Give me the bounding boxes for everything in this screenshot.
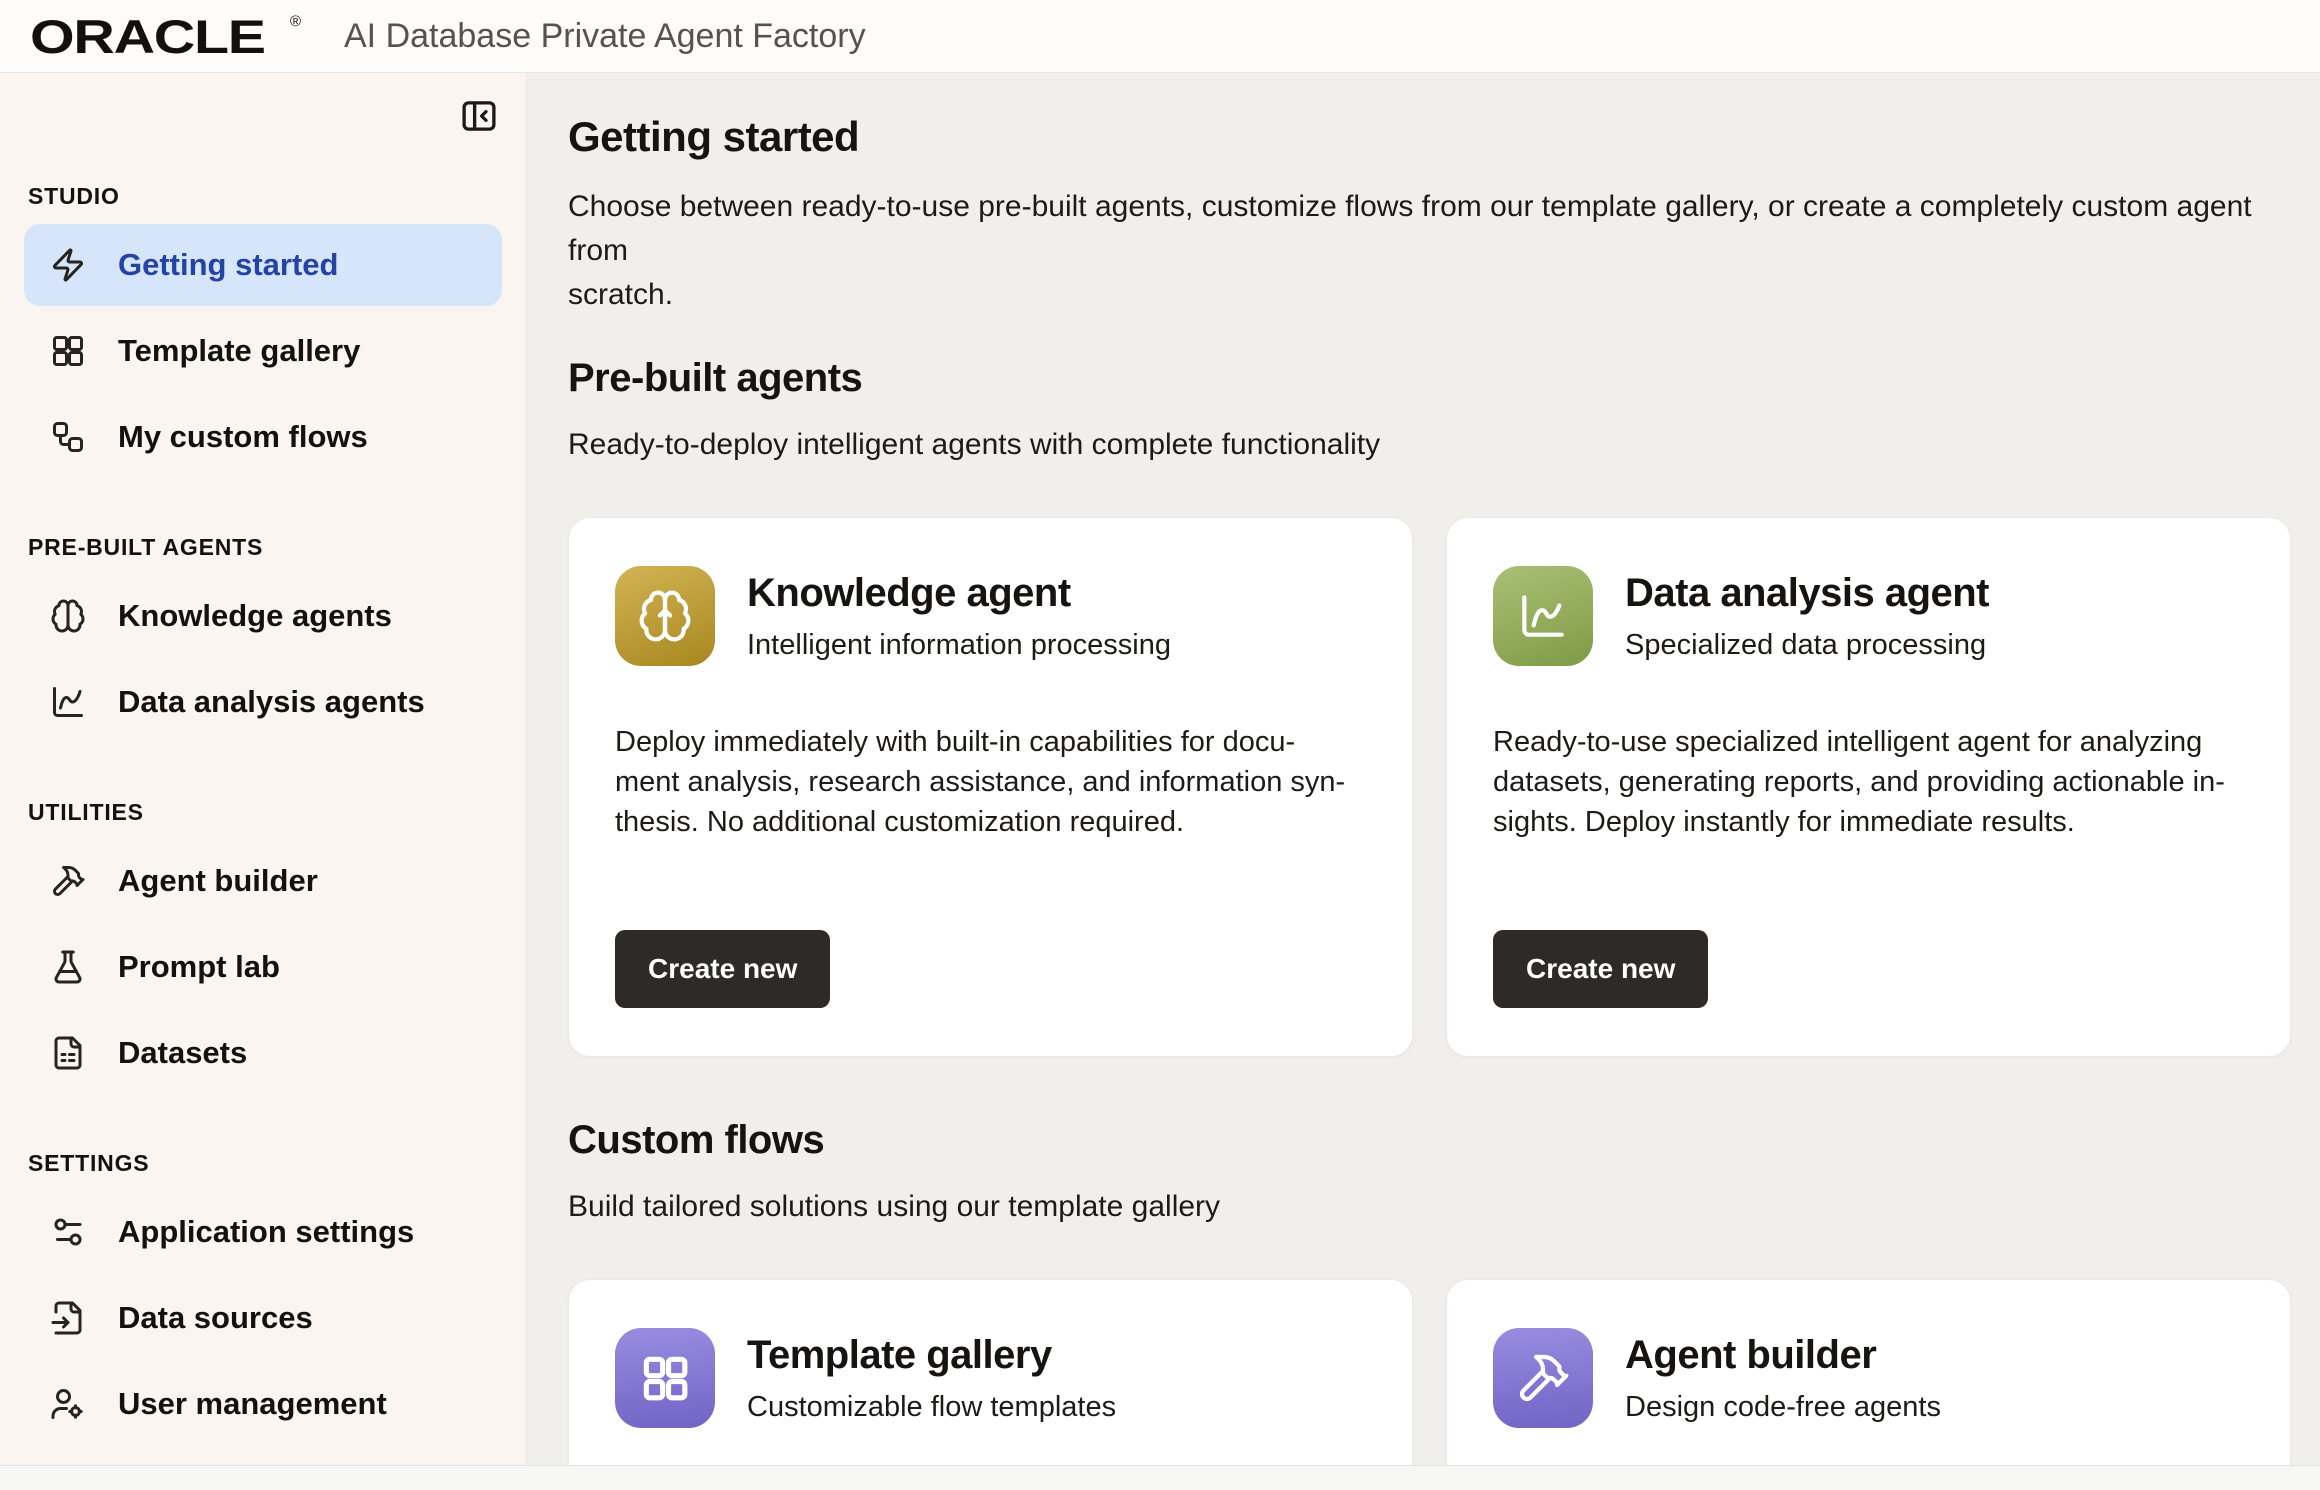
card-subtitle: Customizable flow templates — [747, 1390, 1117, 1423]
sidebar: STUDIO Getting started Template gallery — [0, 73, 527, 1465]
card-title: Knowledge agent — [747, 570, 1071, 615]
sidebar-nav: STUDIO Getting started Template gallery — [0, 182, 526, 1445]
grid-icon — [615, 1328, 715, 1428]
card-header-text: Agent builder Design code-free agents — [1625, 1333, 1941, 1424]
sidebar-item-getting-started[interactable]: Getting started — [24, 224, 502, 306]
main-content: Getting started Choose between ready-to-… — [527, 73, 2320, 1465]
sidebar-item-label: Template gallery — [118, 333, 361, 368]
section-heading-custom-flows: Custom flows — [568, 1118, 825, 1162]
card-header: Knowledge agent Intelligent information … — [615, 566, 1366, 666]
sidebar-item-template-gallery[interactable]: Template gallery — [24, 310, 502, 392]
custom-flows-card-row: Template gallery Customizable flow templ… — [568, 1279, 2291, 1465]
app-header: ORACLE ® AI Database Private Agent Facto… — [0, 0, 2320, 73]
registered-trademark-mark: ® — [290, 13, 302, 30]
chart-spline-icon — [50, 684, 86, 720]
hammer-icon — [50, 863, 86, 899]
brain-icon — [50, 598, 86, 634]
card-knowledge-agent: Knowledge agent Intelligent information … — [568, 517, 1413, 1057]
sidebar-item-label: Agent builder — [118, 863, 318, 898]
sidebar-item-label: Knowledge agents — [118, 598, 392, 633]
zap-icon — [50, 247, 86, 283]
file-input-icon — [50, 1300, 86, 1336]
sidebar-item-label: Data analysis agents — [118, 684, 425, 719]
panel-left-close-icon — [462, 101, 496, 131]
card-agent-builder: Agent builder Design code-free agents En… — [1446, 1279, 2291, 1465]
workflow-icon — [50, 419, 86, 455]
card-template-gallery: Template gallery Customizable flow templ… — [568, 1279, 1413, 1465]
oracle-logo: ORACLE ® — [30, 11, 332, 61]
page-description: Choose between ready-to-use pre-built ag… — [568, 190, 2252, 311]
card-description: Ready-to-use specialized intelligent age… — [1493, 726, 2225, 838]
app-title: AI Database Private Agent Factory — [344, 16, 866, 55]
user-cog-icon — [50, 1386, 86, 1422]
sidebar-section-label-pre-built-agents: PRE-BUILT AGENTS — [28, 534, 264, 560]
card-header: Data analysis agent Specialized data pro… — [1493, 566, 2244, 666]
create-new-button[interactable]: Create new — [1493, 930, 1709, 1008]
sidebar-item-knowledge-agents[interactable]: Knowledge agents — [24, 575, 502, 657]
sidebar-item-label: Datasets — [118, 1035, 248, 1070]
sidebar-item-agent-builder[interactable]: Agent builder — [24, 840, 502, 922]
sidebar-collapse-row — [0, 73, 526, 139]
body-row: STUDIO Getting started Template gallery — [0, 73, 2320, 1465]
card-data-analysis-agent: Data analysis agent Specialized data pro… — [1446, 517, 2291, 1057]
sidebar-item-data-analysis-agents[interactable]: Data analysis agents — [24, 661, 502, 743]
card-title: Template gallery — [747, 1332, 1052, 1377]
oracle-logo-text: ORACLE — [30, 9, 266, 63]
sidebar-item-label: User management — [118, 1386, 387, 1421]
create-new-button[interactable]: Create new — [615, 930, 831, 1008]
card-header: Template gallery Customizable flow templ… — [615, 1328, 1366, 1428]
sidebar-item-datasets[interactable]: Datasets — [24, 1012, 502, 1094]
section-subheading-pre-built-agents: Ready-to-deploy intelligent agents with … — [568, 428, 1381, 461]
section-subheading-custom-flows: Build tailored solutions using our templ… — [568, 1190, 1221, 1223]
card-header-text: Data analysis agent Specialized data pro… — [1625, 570, 1990, 662]
sidebar-section-label-settings: SETTINGS — [28, 1150, 150, 1176]
sidebar-item-label: My custom flows — [118, 419, 368, 454]
sidebar-item-label: Prompt lab — [118, 949, 280, 984]
card-description: Deploy immediately with built-in capabil… — [615, 726, 1346, 838]
card-title: Agent builder — [1625, 1332, 1877, 1377]
card-header: Agent builder Design code-free agents — [1493, 1328, 2244, 1428]
sidebar-section-label-studio: STUDIO — [28, 183, 120, 209]
section-heading-pre-built-agents: Pre-built agents — [568, 356, 863, 400]
settings-sliders-icon — [50, 1214, 86, 1250]
sidebar-item-user-management[interactable]: User management — [24, 1363, 502, 1445]
card-subtitle: Specialized data processing — [1625, 628, 1987, 661]
flask-icon — [50, 949, 86, 985]
sidebar-section-label-utilities: UTILITIES — [28, 799, 144, 825]
bottom-strip — [0, 1465, 2320, 1490]
sidebar-item-application-settings[interactable]: Application settings — [24, 1191, 502, 1273]
brain-icon — [615, 566, 715, 666]
pre-built-agents-card-row: Knowledge agent Intelligent information … — [568, 517, 2291, 1057]
sidebar-item-my-custom-flows[interactable]: My custom flows — [24, 396, 502, 478]
card-subtitle: Design code-free agents — [1625, 1390, 1941, 1423]
file-text-icon — [50, 1035, 86, 1071]
sidebar-item-data-sources[interactable]: Data sources — [24, 1277, 502, 1359]
card-header-text: Knowledge agent Intelligent information … — [747, 571, 1171, 662]
card-header-text: Template gallery Customizable flow templ… — [747, 1333, 1116, 1424]
sidebar-item-prompt-lab[interactable]: Prompt lab — [24, 926, 502, 1008]
chart-spline-icon — [1493, 566, 1593, 666]
card-subtitle: Intelligent information processing — [747, 628, 1171, 661]
sidebar-item-label: Getting started — [118, 247, 339, 282]
sidebar-item-label: Data sources — [118, 1300, 313, 1335]
hammer-icon — [1493, 1328, 1593, 1428]
page-title: Getting started — [568, 113, 860, 160]
card-title: Data analysis agent — [1625, 570, 1990, 615]
grid-icon — [50, 333, 86, 369]
sidebar-item-label: Application settings — [118, 1214, 415, 1249]
sidebar-collapse-button[interactable] — [456, 93, 502, 139]
